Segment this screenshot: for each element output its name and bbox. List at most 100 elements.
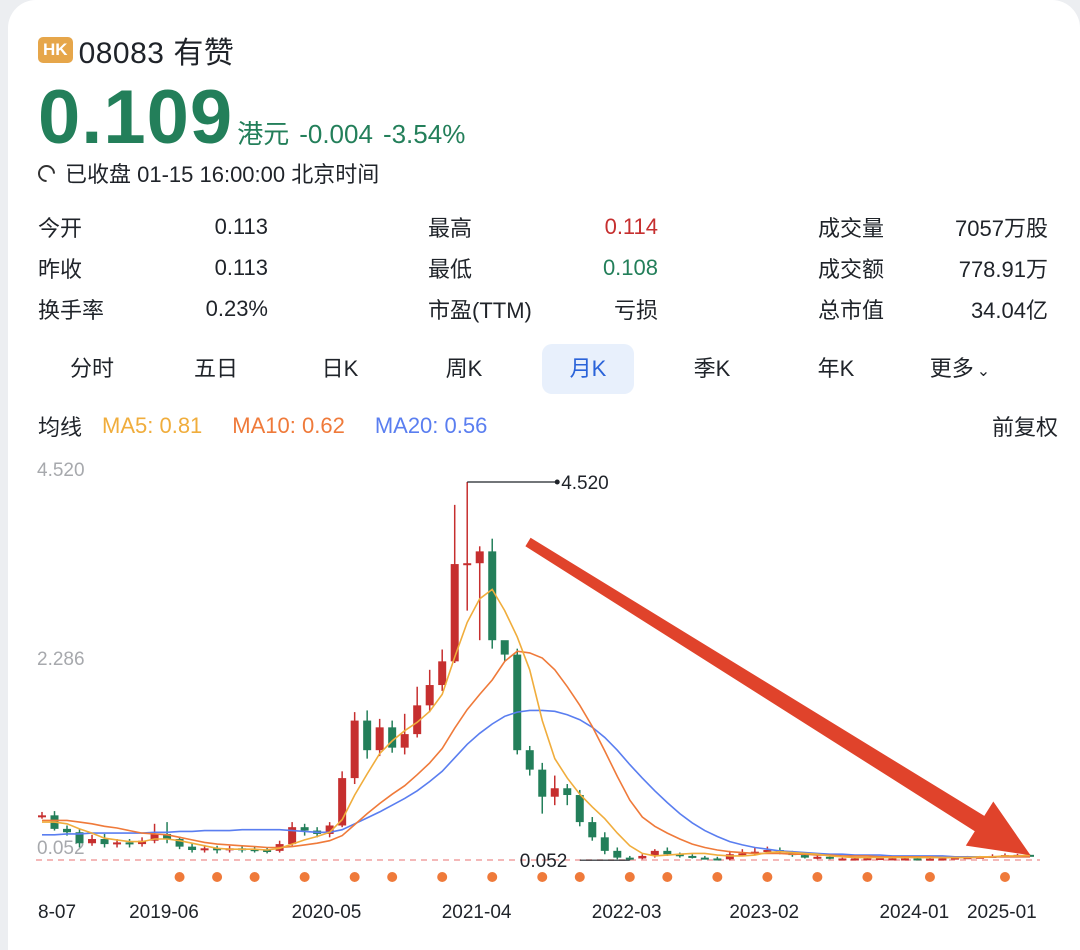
tab-quarterly-k[interactable]: 季K bbox=[693, 356, 731, 381]
candle-body bbox=[125, 842, 134, 845]
stock-header: HK 08083 有赞 bbox=[38, 28, 234, 72]
ma20-value: MA20: 0.56 bbox=[374, 413, 488, 438]
candle-body bbox=[888, 858, 897, 861]
candle-body bbox=[525, 750, 534, 770]
event-marker bbox=[249, 872, 260, 882]
x-axis-tick-label: 2021-04 bbox=[442, 902, 512, 923]
market-status: 已收盘 01-15 16:00:00 北京时间 bbox=[34, 157, 380, 189]
candle-body bbox=[900, 858, 909, 861]
candle-body bbox=[863, 858, 872, 861]
stat-value: 0.113 bbox=[214, 254, 268, 280]
price-change: -0.004 bbox=[299, 119, 373, 149]
ma20-line bbox=[42, 709, 1030, 858]
stat-value: 0.23% bbox=[205, 295, 268, 321]
stat-value: 0.108 bbox=[602, 254, 658, 280]
ma5-value: MA5: 0.81 bbox=[102, 413, 203, 438]
candle-body bbox=[700, 857, 709, 860]
candle-body bbox=[163, 833, 172, 840]
tab-five-day[interactable]: 五日 bbox=[193, 356, 238, 381]
kline-chart[interactable]: 4.520 2.286 0.052 4.520 0.052 8-07 2019-06 2020… bbox=[0, 450, 1080, 950]
event-marker bbox=[487, 872, 498, 882]
candle-body bbox=[413, 705, 422, 735]
high-callout-dot bbox=[554, 479, 560, 485]
candle-body bbox=[950, 857, 959, 860]
candle-body bbox=[613, 850, 622, 858]
candle-body bbox=[713, 858, 722, 861]
y-axis-tick-label: 2.286 bbox=[37, 649, 85, 670]
status-text: 已收盘 01-15 16:00:00 北京时间 bbox=[65, 162, 380, 187]
price-row: 0.109 港元 -0.004 -3.54% bbox=[38, 74, 465, 161]
tab-yearly-k[interactable]: 年K bbox=[817, 356, 855, 381]
candle-body bbox=[650, 850, 659, 856]
candle-body bbox=[375, 727, 384, 751]
candle-body bbox=[263, 850, 272, 853]
candle-body bbox=[825, 856, 834, 859]
stat-value: 0.113 bbox=[214, 213, 268, 239]
candle-body bbox=[575, 795, 584, 823]
x-axis-tick-label: 2023-02 bbox=[729, 902, 799, 923]
event-marker bbox=[212, 872, 223, 882]
candle-body bbox=[288, 827, 297, 845]
candle-body bbox=[763, 850, 772, 853]
tab-more[interactable]: 更多 ⌄ bbox=[898, 344, 1022, 394]
clock-icon bbox=[34, 160, 59, 186]
candle-body bbox=[800, 855, 809, 858]
stat-label: 换手率 bbox=[38, 297, 105, 323]
candle-body bbox=[663, 850, 672, 855]
candle-body bbox=[425, 685, 434, 706]
tab-intraday[interactable]: 分时 bbox=[69, 356, 114, 381]
ma-label: 均线 bbox=[38, 415, 83, 440]
candle-body bbox=[938, 858, 947, 861]
trend-annotation-arrow bbox=[525, 537, 1031, 856]
ma10-line bbox=[42, 650, 1030, 859]
stats-row: 换手率 0.23% 市盈(TTM) 亏损 总市值 34.04亿 bbox=[38, 288, 1058, 329]
market-badge: HK bbox=[38, 37, 73, 63]
candle-body bbox=[363, 720, 372, 751]
candle-body bbox=[675, 854, 684, 857]
y-axis-tick-label: 0.052 bbox=[37, 838, 85, 859]
candle-body bbox=[638, 855, 647, 859]
candle-body bbox=[725, 854, 734, 860]
ma10-value: MA10: 0.62 bbox=[232, 413, 345, 438]
event-marker bbox=[437, 872, 448, 882]
price-adjust-toggle[interactable]: 前复权 bbox=[991, 415, 1058, 440]
tab-monthly-k[interactable]: 月K bbox=[542, 344, 634, 394]
stat-label: 市盈(TTM) bbox=[428, 297, 532, 323]
stat-value: 亏损 bbox=[613, 297, 658, 323]
stat-value: 34.04亿 bbox=[970, 297, 1048, 323]
candle-body bbox=[875, 858, 884, 861]
tab-daily-k[interactable]: 日K bbox=[321, 356, 359, 381]
candle-body bbox=[63, 828, 72, 833]
event-marker bbox=[712, 872, 723, 882]
event-marker bbox=[624, 872, 635, 882]
x-axis-tick-label: 2024-01 bbox=[879, 902, 949, 923]
stats-grid: 今开 0.113 最高 0.114 成交量 7057万股 昨收 0.113 最低… bbox=[38, 206, 1058, 329]
x-axis-tick-label: 2022-03 bbox=[592, 902, 662, 923]
x-axis-tick-label: 8-07 bbox=[38, 902, 76, 923]
candle-body bbox=[625, 857, 634, 860]
candle-body bbox=[75, 832, 84, 844]
event-marker bbox=[299, 872, 310, 882]
x-axis-tick-label: 2019-06 bbox=[129, 902, 199, 923]
tab-weekly-k[interactable]: 周K bbox=[445, 356, 483, 381]
candle-body bbox=[38, 815, 46, 818]
stat-value: 7057万股 bbox=[955, 215, 1048, 241]
candle-body bbox=[538, 769, 547, 797]
chevron-down-icon: ⌄ bbox=[976, 363, 991, 380]
price-change-percent: -3.54% bbox=[382, 119, 466, 149]
candle-body bbox=[188, 846, 197, 851]
stat-label: 成交量 bbox=[818, 215, 885, 241]
event-marker bbox=[924, 872, 935, 882]
event-marker bbox=[574, 872, 585, 882]
stat-value: 0.114 bbox=[604, 213, 658, 239]
candle-body bbox=[338, 778, 347, 826]
candle-body bbox=[913, 858, 922, 861]
stat-label: 最高 bbox=[428, 215, 473, 241]
high-price-label: 4.520 bbox=[561, 473, 609, 494]
y-axis-tick-label: 4.520 bbox=[37, 460, 85, 481]
candle-body bbox=[500, 640, 509, 655]
candle-body bbox=[925, 858, 934, 861]
candle-body bbox=[513, 654, 522, 751]
stat-label: 成交额 bbox=[818, 256, 885, 282]
event-marker bbox=[812, 872, 823, 882]
